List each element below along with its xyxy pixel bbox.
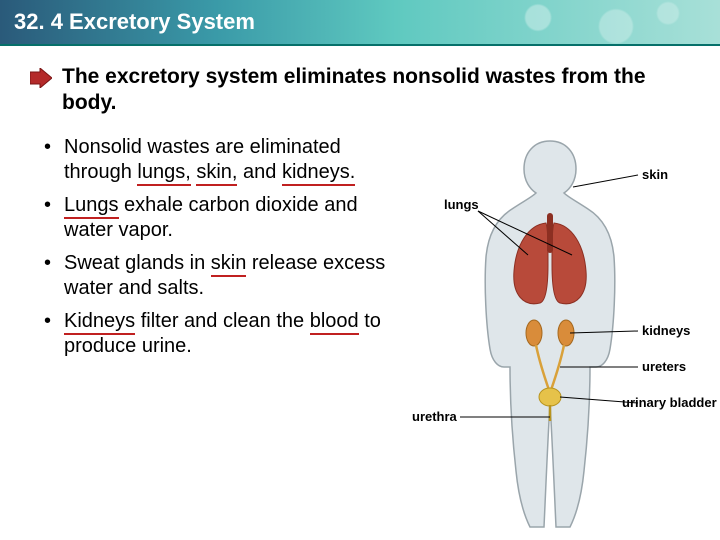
arrow-icon xyxy=(30,68,52,88)
list-item: Sweat glands in skin release excess wate… xyxy=(40,251,390,301)
list-item: Lungs exhale carbon dioxide and water va… xyxy=(40,193,390,243)
slide-header: 32. 4 Excretory System xyxy=(0,0,720,46)
text: filter and clean the xyxy=(135,310,310,332)
content-area: Nonsolid wastes are eliminated through l… xyxy=(0,125,720,535)
bullet-list: Nonsolid wastes are eliminated through l… xyxy=(40,135,390,535)
anatomy-diagram: skin lungs kidneys ureters urinary bladd… xyxy=(400,135,700,535)
list-item: Nonsolid wastes are eliminated through l… xyxy=(40,135,390,185)
underline: Kidneys xyxy=(64,310,135,335)
slide-header-title: 32. 4 Excretory System xyxy=(14,9,255,35)
list-item: Kidneys filter and clean the blood to pr… xyxy=(40,309,390,359)
underline: kidneys. xyxy=(282,161,355,186)
underline: blood xyxy=(310,310,359,335)
text: Sweat glands in xyxy=(64,252,211,274)
label-ureters: ureters xyxy=(642,359,686,374)
text: and xyxy=(237,161,281,183)
underline: skin xyxy=(211,252,247,277)
underline: lungs, xyxy=(137,161,190,186)
label-urinary-bladder: urinary bladder xyxy=(622,395,717,410)
label-kidneys: kidneys xyxy=(642,323,690,338)
label-urethra: urethra xyxy=(412,409,457,424)
subheading-row: The excretory system eliminates nonsolid… xyxy=(0,46,720,125)
label-skin: skin xyxy=(642,167,668,182)
subheading: The excretory system eliminates nonsolid… xyxy=(62,64,690,117)
underline: skin, xyxy=(196,161,237,186)
label-lungs: lungs xyxy=(444,197,479,212)
underline: Lungs xyxy=(64,194,119,219)
